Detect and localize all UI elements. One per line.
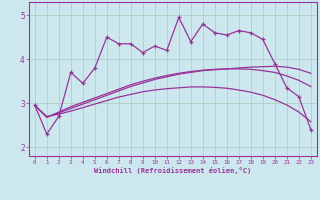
X-axis label: Windchill (Refroidissement éolien,°C): Windchill (Refroidissement éolien,°C) xyxy=(94,167,252,174)
